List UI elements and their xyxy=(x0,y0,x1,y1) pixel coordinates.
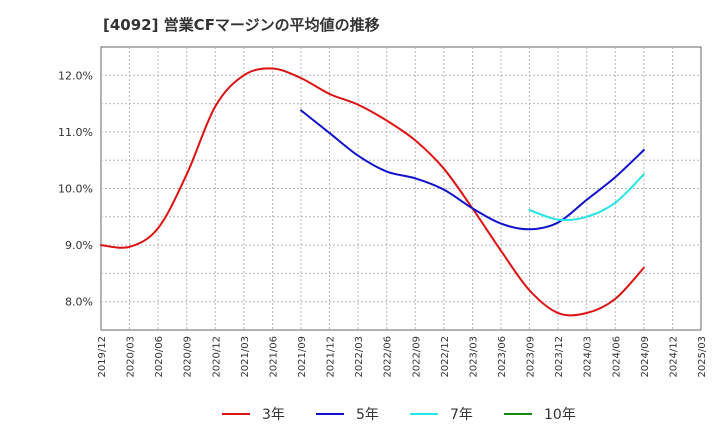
x-tick-label: 2025/03 xyxy=(697,336,708,378)
x-tick-label: 2020/06 xyxy=(154,336,165,378)
legend-label: 5年 xyxy=(356,407,379,423)
x-tick-label: 2024/09 xyxy=(640,336,651,378)
x-tick-label: 2024/03 xyxy=(583,336,594,378)
x-tick-label: 2021/09 xyxy=(297,336,308,378)
x-tick-label: 2020/12 xyxy=(211,336,222,378)
legend-item: 3年 xyxy=(222,407,285,423)
x-tick-label: 2023/03 xyxy=(468,336,479,378)
legend-label: 3年 xyxy=(262,407,285,423)
x-tick-label: 2022/03 xyxy=(354,336,365,378)
y-tick-label: 8.0% xyxy=(65,296,93,309)
legend-item: 7年 xyxy=(410,407,473,423)
x-tick-label: 2019/12 xyxy=(97,336,108,378)
x-tick-label: 2021/03 xyxy=(240,336,251,378)
x-tick-label: 2020/03 xyxy=(126,336,137,378)
legend-item: 10年 xyxy=(504,407,576,423)
legend-item: 5年 xyxy=(316,407,379,423)
chart-title: [4092] 営業CFマージンの平均値の推移 xyxy=(103,16,380,34)
x-tick-label: 2021/06 xyxy=(268,336,279,378)
x-tick-label: 2022/12 xyxy=(440,336,451,378)
y-tick-label: 9.0% xyxy=(65,239,93,252)
x-tick-label: 2022/06 xyxy=(383,336,394,378)
x-tick-label: 2023/09 xyxy=(526,336,537,378)
x-tick-label: 2022/09 xyxy=(411,336,422,378)
y-tick-label: 10.0% xyxy=(58,183,93,196)
legend-label: 10年 xyxy=(544,407,576,423)
x-tick-label: 2024/12 xyxy=(668,336,679,378)
x-tick-label: 2023/06 xyxy=(497,336,508,378)
legend-label: 7年 xyxy=(450,407,473,423)
y-tick-label: 11.0% xyxy=(58,126,93,139)
y-tick-label: 12.0% xyxy=(58,69,93,82)
x-tick-label: 2024/06 xyxy=(611,336,622,378)
series-3年-line xyxy=(100,67,645,317)
series-7年-line xyxy=(528,173,645,222)
x-tick-label: 2020/09 xyxy=(183,336,194,378)
x-tick-label: 2021/12 xyxy=(326,336,337,378)
x-tick-label: 2023/12 xyxy=(554,336,565,378)
series-5年-line xyxy=(300,109,645,231)
